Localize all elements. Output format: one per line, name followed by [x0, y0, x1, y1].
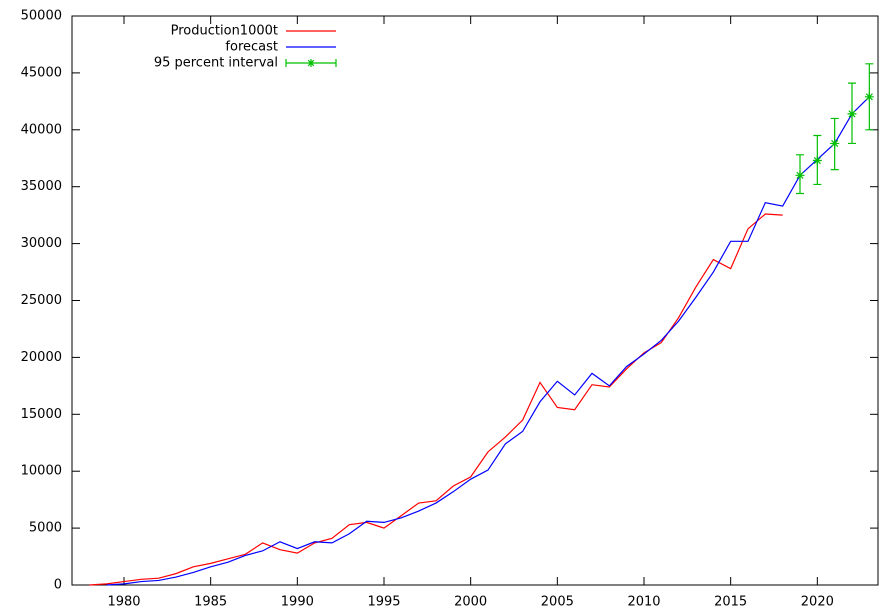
point [847, 109, 857, 119]
legend-label: 95 percent interval [154, 56, 278, 71]
x-tick-label: 1995 [367, 595, 400, 609]
line [106, 96, 870, 586]
point [864, 92, 874, 102]
y-tick-label: 10000 [21, 464, 62, 479]
legend-label: Production1000t [171, 24, 278, 39]
legend-label: forecast [225, 40, 278, 55]
y-tick-label: 40000 [21, 122, 62, 137]
legend-swatch [285, 59, 337, 67]
point [812, 156, 822, 166]
point [795, 170, 805, 180]
y-tick-label: 50000 [21, 9, 62, 24]
x-tick-label: 2010 [627, 595, 660, 609]
x-tick-label: 1990 [281, 595, 314, 609]
x-tick-label: 1985 [194, 595, 227, 609]
y-tick-label: 20000 [21, 350, 62, 365]
x-tick-label: 2005 [541, 595, 574, 609]
y-tick-label: 0 [54, 578, 62, 593]
y-tick-label: 30000 [21, 236, 62, 251]
y-tick-label: 45000 [21, 65, 62, 80]
x-tick-label: 2000 [454, 595, 487, 609]
y-tick-label: 35000 [21, 179, 62, 194]
y-tick-label: 25000 [21, 293, 62, 308]
line [89, 213, 783, 586]
x-tick-label: 2015 [714, 595, 747, 609]
y-tick-label: 15000 [21, 407, 62, 422]
x-tick-label: 2020 [801, 595, 834, 609]
plot-border [71, 15, 879, 586]
point [830, 138, 840, 148]
x-tick-label: 1980 [107, 595, 140, 609]
y-tick-label: 5000 [29, 521, 62, 536]
